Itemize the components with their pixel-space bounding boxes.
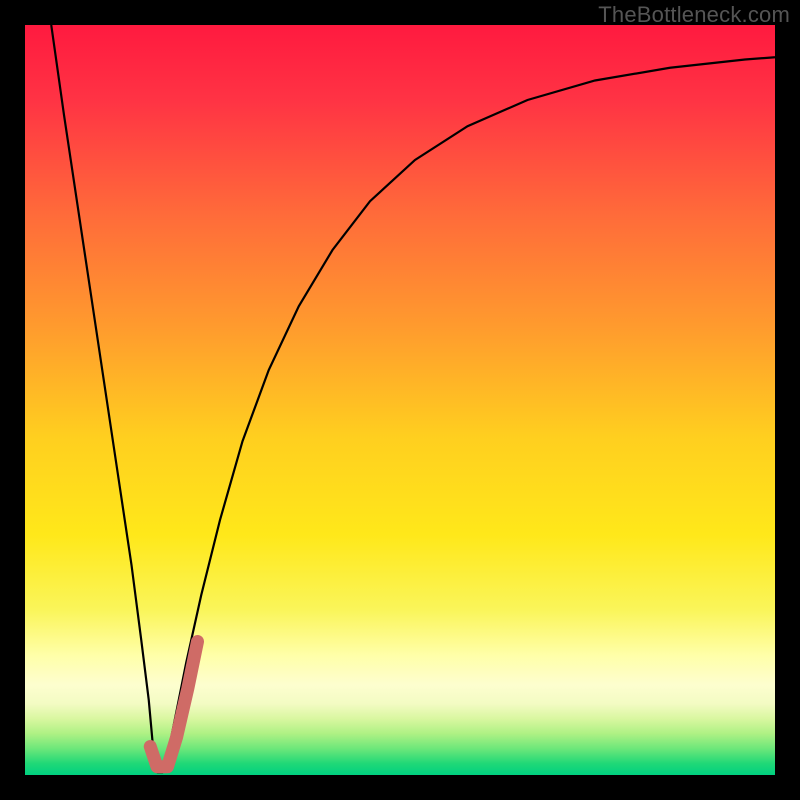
bottleneck-chart bbox=[0, 0, 800, 800]
chart-stage: TheBottleneck.com bbox=[0, 0, 800, 800]
plot-background bbox=[25, 25, 775, 775]
